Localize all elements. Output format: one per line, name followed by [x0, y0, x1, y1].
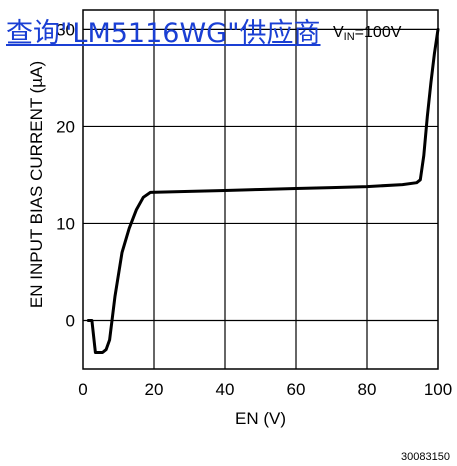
- plot-frame: [82, 9, 439, 370]
- y-tick-labels: 0 10 20 30: [56, 20, 75, 330]
- x-axis-label: EN (V): [235, 409, 286, 428]
- vin-annotation-suffix: =100V: [355, 24, 402, 41]
- x-tick-label: 80: [358, 380, 377, 399]
- y-axis-label: EN INPUT BIAS CURRENT (µA): [27, 61, 46, 308]
- x-tick-label: 100: [424, 380, 452, 399]
- x-tick-label: 40: [216, 380, 235, 399]
- x-tick-label: 20: [145, 380, 164, 399]
- y-tick-label: 30: [56, 20, 75, 39]
- x-tick-label: 60: [287, 380, 306, 399]
- vin-annotation-subscript: IN: [344, 31, 355, 43]
- y-tick-label: 20: [56, 117, 75, 136]
- supplier-query-link[interactable]: 查询"LM5116WG"供应商: [6, 18, 321, 49]
- x-tick-labels: 0 20 40 60 80 100: [78, 380, 452, 399]
- y-tick-label: 10: [56, 214, 75, 233]
- y-tick-label: 0: [66, 311, 75, 330]
- figure-id: 30083150: [401, 451, 450, 463]
- x-tick-label: 0: [78, 380, 87, 399]
- vin-annotation: VIN=100V: [333, 24, 402, 43]
- vin-annotation-prefix: V: [333, 24, 344, 41]
- series-line: [86, 27, 440, 354]
